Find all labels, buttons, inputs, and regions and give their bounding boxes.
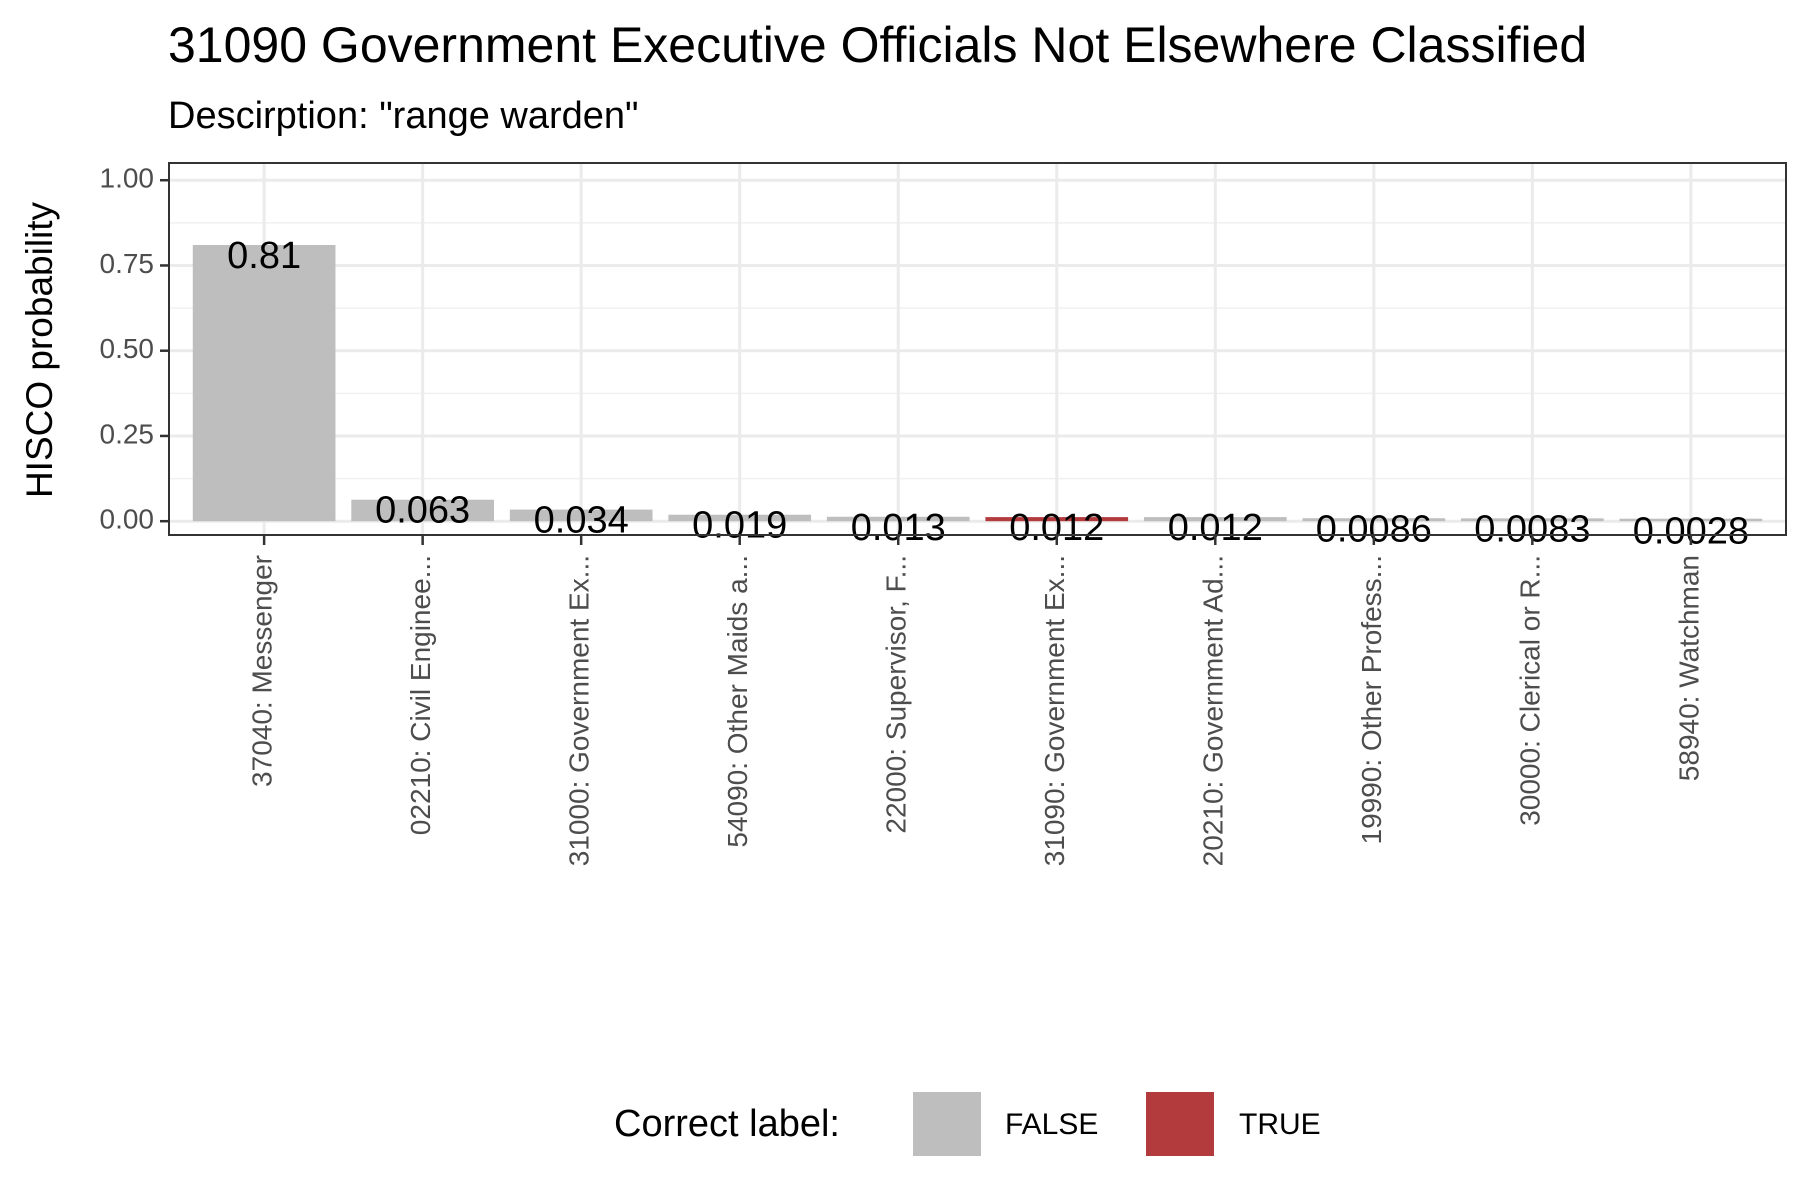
bar bbox=[1143, 517, 1287, 522]
chart-title: 31090 Government Executive Officials Not… bbox=[168, 17, 1587, 73]
y-tick-label: 0.00 bbox=[100, 504, 155, 535]
bar bbox=[826, 516, 970, 522]
x-tick-label: 37040: Messenger bbox=[247, 555, 278, 787]
legend-swatch-false bbox=[913, 1092, 981, 1156]
y-tick-label: 0.75 bbox=[100, 248, 155, 279]
x-tick-label: 22000: Supervisor, F... bbox=[881, 555, 912, 834]
data-labels: 0.810.063 0.034 0.019 0.013 0.012 0.012 0.0086… bbox=[227, 235, 1749, 552]
legend-title: Correct label: bbox=[614, 1103, 840, 1145]
x-tick-label: 02210: Civil Enginee... bbox=[405, 555, 436, 835]
y-tick-label: 0.50 bbox=[100, 333, 155, 364]
panel-background bbox=[169, 163, 1786, 535]
panel-border bbox=[168, 162, 1787, 536]
y-tick-label: 1.00 bbox=[100, 163, 155, 194]
x-tick-label: 58940: Watchman bbox=[1673, 555, 1704, 781]
legend-label-false: FALSE bbox=[1005, 1108, 1098, 1141]
legend: Correct label: FALSE TRUE bbox=[614, 1092, 1321, 1156]
bar bbox=[351, 499, 494, 522]
data-label: 0.0028 bbox=[1633, 510, 1749, 552]
x-tick-label: 31090: Government Ex... bbox=[1039, 555, 1070, 866]
x-tick-label: 54090: Other Maids a... bbox=[722, 555, 753, 848]
y-tick-label: 0.25 bbox=[100, 418, 155, 449]
bar bbox=[1302, 518, 1446, 522]
x-tick-label: 20210: Government Ad... bbox=[1198, 555, 1229, 866]
legend-label-true: TRUE bbox=[1239, 1108, 1321, 1141]
x-tick-label: 30000: Clerical or R... bbox=[1515, 555, 1546, 826]
x-tick-label: 31000: Government Ex... bbox=[564, 555, 595, 866]
axes: 0.00 0.25 0.50 0.75 1.00 37040: Messenger 0221… bbox=[100, 162, 1787, 866]
plot-panel bbox=[169, 163, 1786, 535]
bar bbox=[1461, 518, 1604, 522]
data-label: 0.81 bbox=[227, 235, 301, 277]
legend-swatch-true bbox=[1146, 1092, 1214, 1156]
x-tick-label: 19990: Other Profess... bbox=[1356, 555, 1387, 845]
bar bbox=[1619, 518, 1763, 522]
chart-subtitle: Descirption: "range warden" bbox=[168, 95, 639, 137]
bars bbox=[192, 245, 1763, 522]
y-axis-label: HISCO probability bbox=[19, 201, 60, 498]
data-label: 0.063 bbox=[375, 490, 470, 532]
bar bbox=[192, 245, 336, 522]
bar bbox=[985, 517, 1129, 522]
bar bbox=[668, 514, 812, 522]
bar bbox=[509, 509, 653, 522]
